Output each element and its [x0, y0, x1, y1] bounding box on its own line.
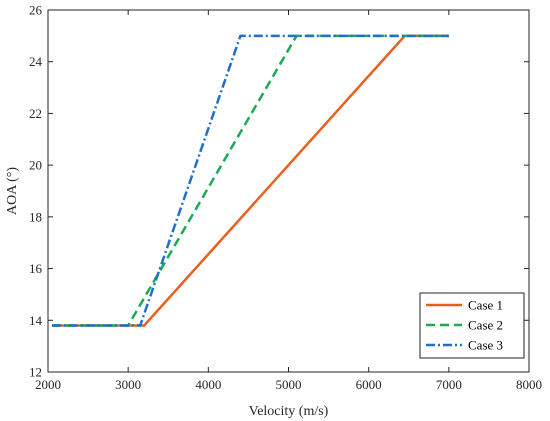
- legend: Case 1 Case 2 Case 3: [419, 292, 525, 359]
- y-tick-label: 16: [29, 261, 43, 276]
- axis-ticks: 2000 3000 4000 5000 6000 7000 8000 12 14 16 18 20 22…: [29, 3, 542, 393]
- series-line-3: [52, 34, 449, 327]
- x-tick-label: 2000: [35, 377, 61, 392]
- series-line-2: [52, 34, 449, 327]
- series-line-1: [52, 34, 449, 327]
- x-tick-label: 5000: [276, 377, 302, 392]
- y-axis-label: AOA (°): [5, 167, 20, 215]
- y-tick-label: 12: [29, 365, 42, 380]
- x-tick-label: 3000: [115, 377, 141, 392]
- y-tick-label: 20: [29, 158, 42, 173]
- x-tick-label: 4000: [195, 377, 221, 392]
- y-tick-label: 14: [29, 313, 43, 328]
- x-axis-label: Velocity (m/s): [249, 404, 329, 419]
- y-tick-label: 24: [29, 54, 43, 69]
- x-tick-label: 7000: [436, 377, 462, 392]
- y-tick-label: 22: [29, 106, 42, 121]
- legend-label-2: Case 2: [468, 318, 503, 333]
- legend-label-3: Case 3: [468, 338, 503, 353]
- plot-area: [52, 34, 449, 327]
- x-tick-label: 6000: [356, 377, 382, 392]
- y-tick-label: 26: [29, 3, 43, 18]
- legend-label-1: Case 1: [468, 298, 503, 313]
- x-tick-label: 8000: [516, 377, 542, 392]
- y-tick-label: 18: [29, 209, 42, 224]
